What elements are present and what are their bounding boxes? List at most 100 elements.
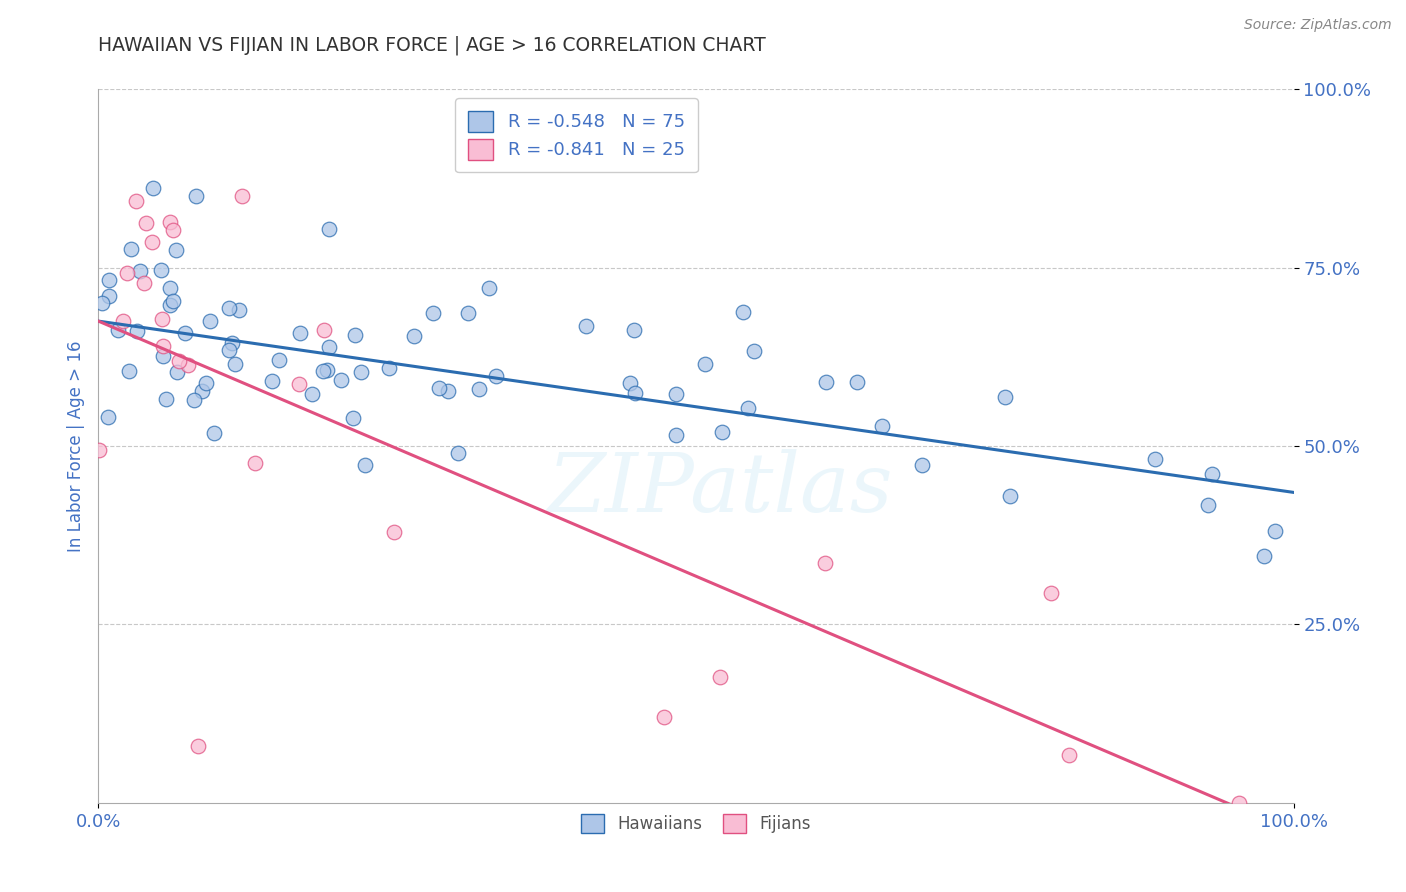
Point — [195, 376, 218, 391]
Point — [1059, 747, 1081, 762]
Point — [91, 295, 114, 310]
Point — [1253, 549, 1275, 563]
Point — [422, 306, 444, 320]
Point — [97, 273, 120, 287]
Point — [159, 298, 181, 312]
Point — [260, 374, 283, 388]
Point — [231, 189, 253, 203]
Point — [478, 280, 501, 294]
Point — [183, 393, 205, 408]
Point — [382, 524, 405, 539]
Point — [228, 302, 250, 317]
Point — [1039, 586, 1062, 600]
Point — [125, 324, 148, 338]
Point — [152, 339, 174, 353]
Point — [112, 314, 135, 328]
Point — [737, 401, 759, 416]
Point — [468, 382, 491, 396]
Point — [128, 264, 150, 278]
Point — [152, 349, 174, 363]
Point — [150, 312, 173, 326]
Point — [301, 387, 323, 401]
Point — [1201, 467, 1223, 482]
Point — [427, 381, 450, 395]
Point — [353, 458, 375, 472]
Text: HAWAIIAN VS FIJIAN IN LABOR FORCE | AGE > 16 CORRELATION CHART: HAWAIIAN VS FIJIAN IN LABOR FORCE | AGE … — [98, 36, 766, 55]
Point — [155, 392, 177, 406]
Point — [159, 215, 181, 229]
Point — [312, 364, 335, 378]
Point — [166, 365, 188, 379]
Point — [218, 343, 240, 357]
Point — [349, 365, 371, 379]
Point — [316, 363, 339, 377]
Point — [173, 326, 195, 340]
Point — [378, 361, 401, 376]
Point — [141, 235, 163, 250]
Point — [162, 222, 184, 236]
Point — [167, 354, 190, 368]
Text: ZIPatlas: ZIPatlas — [547, 449, 893, 529]
Point — [162, 293, 184, 308]
Point — [814, 556, 837, 570]
Point — [314, 323, 336, 337]
Point — [484, 368, 506, 383]
Point — [290, 326, 312, 341]
Point — [184, 189, 207, 203]
Point — [1143, 451, 1166, 466]
Point — [404, 329, 426, 343]
Point — [665, 428, 688, 442]
Point — [202, 426, 225, 441]
Point — [619, 376, 641, 391]
Point — [652, 710, 675, 724]
Legend: Hawaiians, Fijians: Hawaiians, Fijians — [569, 802, 823, 845]
Point — [624, 385, 647, 400]
Point — [845, 375, 868, 389]
Point — [994, 390, 1017, 404]
Point — [288, 376, 311, 391]
Point — [218, 301, 240, 315]
Point — [117, 266, 139, 280]
Point — [623, 323, 645, 337]
Point — [330, 373, 353, 387]
Point — [998, 490, 1021, 504]
Point — [575, 319, 598, 334]
Point — [200, 314, 222, 328]
Point — [89, 442, 111, 457]
Point — [911, 458, 934, 472]
Y-axis label: In Labor Force | Age > 16: In Labor Force | Age > 16 — [66, 340, 84, 552]
Point — [1229, 796, 1251, 810]
Point — [815, 375, 838, 389]
Point — [243, 456, 266, 470]
Point — [436, 384, 458, 398]
Point — [269, 352, 291, 367]
Point — [98, 289, 121, 303]
Point — [165, 243, 187, 257]
Point — [1197, 498, 1219, 512]
Point — [159, 281, 181, 295]
Point — [709, 670, 731, 684]
Point — [711, 425, 734, 439]
Point — [142, 181, 165, 195]
Point — [107, 323, 129, 337]
Point — [342, 411, 364, 425]
Point — [742, 344, 765, 359]
Text: Source: ZipAtlas.com: Source: ZipAtlas.com — [1244, 18, 1392, 32]
Point — [318, 340, 340, 354]
Point — [135, 216, 157, 230]
Point — [150, 263, 173, 277]
Point — [693, 357, 716, 371]
Point — [446, 445, 468, 459]
Point — [318, 221, 340, 235]
Point — [120, 243, 142, 257]
Point — [134, 276, 156, 290]
Point — [124, 194, 146, 208]
Point — [224, 357, 246, 371]
Point — [870, 419, 893, 434]
Point — [457, 306, 479, 320]
Point — [665, 387, 688, 401]
Point — [177, 358, 200, 372]
Point — [731, 305, 754, 319]
Point — [97, 410, 120, 425]
Point — [187, 739, 209, 753]
